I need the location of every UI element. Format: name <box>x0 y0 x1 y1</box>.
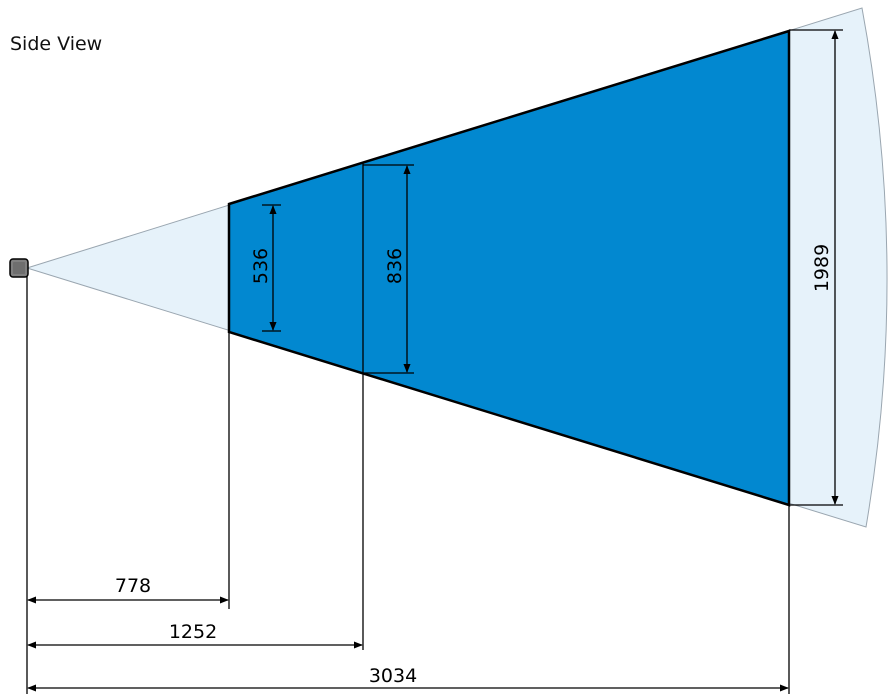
height-dimension-near <box>262 204 281 332</box>
height-label-far: 1989 <box>811 244 833 292</box>
height-dimension-mid <box>363 164 414 374</box>
view-title: Side View <box>10 33 103 55</box>
detection-coverage-area <box>227 29 791 507</box>
height-label-mid: 836 <box>384 248 406 284</box>
sensor-icon <box>9 258 29 278</box>
distance-label-mid: 1252 <box>169 621 217 643</box>
distance-label-far: 3034 <box>369 665 417 687</box>
distance-label-near: 778 <box>115 575 151 597</box>
height-label-near: 536 <box>250 248 272 284</box>
height-dimension-far <box>789 29 843 506</box>
